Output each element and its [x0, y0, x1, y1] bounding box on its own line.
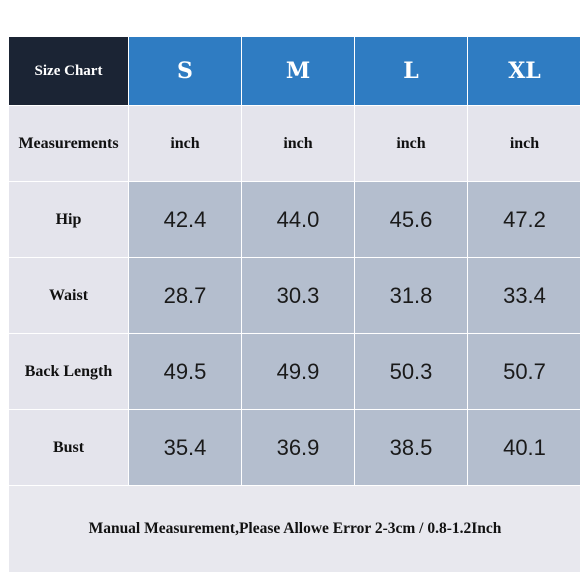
unit-cell: inch — [355, 106, 467, 181]
size-header-m: M — [242, 37, 354, 105]
row-label-bust: Bust — [9, 410, 128, 485]
size-header-l: L — [355, 37, 467, 105]
value-cell: 38.5 — [355, 410, 467, 485]
row-label-waist: Waist — [9, 258, 128, 333]
unit-cell: inch — [129, 106, 241, 181]
value-cell: 50.7 — [468, 334, 580, 409]
value-cell: 33.4 — [468, 258, 580, 333]
value-cell: 35.4 — [129, 410, 241, 485]
value-cell: 49.9 — [242, 334, 354, 409]
size-header-s: S — [129, 37, 241, 105]
value-cell: 47.2 — [468, 182, 580, 257]
row-label-hip: Hip — [9, 182, 128, 257]
unit-cell: inch — [468, 106, 580, 181]
measurements-label: Measurements — [9, 106, 128, 181]
row-label-back-length: Back Length — [9, 334, 128, 409]
size-chart-title: Size Chart — [9, 37, 128, 105]
value-cell: 28.7 — [129, 258, 241, 333]
value-cell: 30.3 — [242, 258, 354, 333]
value-cell: 45.6 — [355, 182, 467, 257]
value-cell: 42.4 — [129, 182, 241, 257]
value-cell: 49.5 — [129, 334, 241, 409]
value-cell: 31.8 — [355, 258, 467, 333]
value-cell: 40.1 — [468, 410, 580, 485]
value-cell: 50.3 — [355, 334, 467, 409]
size-header-xl: XL — [468, 37, 580, 105]
measurement-note: Manual Measurement,Please Allowe Error 2… — [9, 486, 580, 572]
size-chart-table: Size Chart S M L XL Measurements inch in… — [8, 36, 580, 572]
unit-cell: inch — [242, 106, 354, 181]
value-cell: 36.9 — [242, 410, 354, 485]
value-cell: 44.0 — [242, 182, 354, 257]
